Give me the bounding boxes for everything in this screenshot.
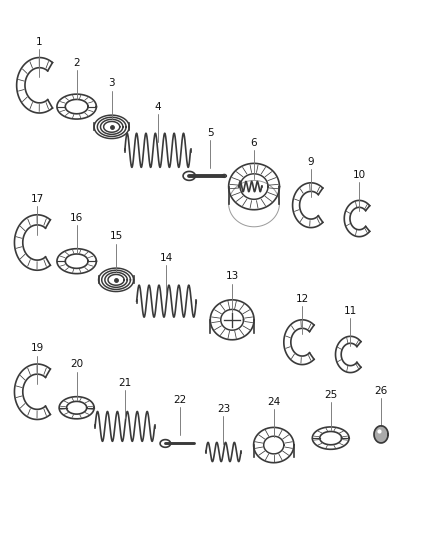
Text: 25: 25 [324,390,337,400]
Text: 9: 9 [307,157,314,167]
Text: 2: 2 [73,58,80,68]
Text: 19: 19 [31,343,44,353]
Text: 12: 12 [296,294,309,304]
Text: 17: 17 [31,194,44,204]
Text: 20: 20 [70,359,83,369]
Text: 5: 5 [207,127,214,138]
Text: 24: 24 [267,397,280,407]
Text: 1: 1 [36,37,43,47]
Text: 26: 26 [374,386,388,396]
Text: 3: 3 [108,78,115,88]
Text: 6: 6 [251,138,258,148]
Text: 10: 10 [353,170,366,180]
Text: 22: 22 [173,395,186,405]
Text: 23: 23 [217,403,230,414]
Text: 15: 15 [110,231,123,241]
Text: 16: 16 [70,213,83,223]
Text: 13: 13 [226,271,239,281]
Text: 4: 4 [154,102,161,112]
Text: 21: 21 [118,378,131,388]
Text: 11: 11 [344,306,357,316]
Polygon shape [374,426,388,443]
Text: 14: 14 [160,253,173,263]
